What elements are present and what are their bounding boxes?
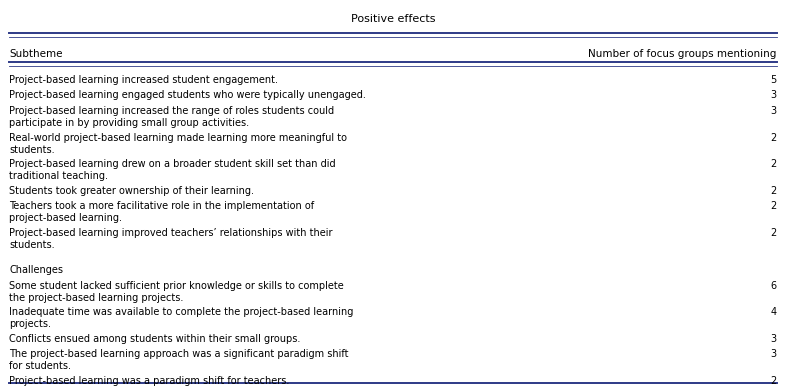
- Text: Conflicts ensued among students within their small groups.: Conflicts ensued among students within t…: [9, 334, 301, 344]
- Text: Project-based learning improved teachers’ relationships with their
students.: Project-based learning improved teachers…: [9, 228, 333, 250]
- Text: Teachers took a more facilitative role in the implementation of
project-based le: Teachers took a more facilitative role i…: [9, 201, 314, 223]
- Text: Number of focus groups mentioning: Number of focus groups mentioning: [588, 49, 777, 59]
- Text: 3: 3: [770, 334, 777, 344]
- Text: Some student lacked sufficient prior knowledge or skills to complete
the project: Some student lacked sufficient prior kno…: [9, 281, 344, 303]
- Text: 5: 5: [770, 75, 777, 85]
- Text: Real-world project-based learning made learning more meaningful to
students.: Real-world project-based learning made l…: [9, 133, 347, 154]
- Text: The project-based learning approach was a significant paradigm shift
for student: The project-based learning approach was …: [9, 349, 349, 371]
- Text: 4: 4: [770, 307, 777, 317]
- Text: 2: 2: [770, 133, 777, 143]
- Text: Project-based learning engaged students who were typically unengaged.: Project-based learning engaged students …: [9, 90, 366, 101]
- Text: Positive effects: Positive effects: [351, 14, 435, 24]
- Text: Students took greater ownership of their learning.: Students took greater ownership of their…: [9, 186, 255, 196]
- Text: Inadequate time was available to complete the project-based learning
projects.: Inadequate time was available to complet…: [9, 307, 354, 329]
- Text: Project-based learning drew on a broader student skill set than did
traditional : Project-based learning drew on a broader…: [9, 159, 336, 181]
- Text: 2: 2: [770, 376, 777, 386]
- Text: 3: 3: [770, 106, 777, 116]
- Text: 2: 2: [770, 228, 777, 238]
- Text: Project-based learning was a paradigm shift for teachers.: Project-based learning was a paradigm sh…: [9, 376, 290, 386]
- Text: Challenges: Challenges: [9, 265, 64, 275]
- Text: 3: 3: [770, 90, 777, 101]
- Text: 3: 3: [770, 349, 777, 360]
- Text: 2: 2: [770, 159, 777, 169]
- Text: 2: 2: [770, 201, 777, 211]
- Text: Project-based learning increased the range of roles students could
participate i: Project-based learning increased the ran…: [9, 106, 335, 128]
- Text: 6: 6: [770, 281, 777, 291]
- Text: Subtheme: Subtheme: [9, 49, 63, 59]
- Text: Project-based learning increased student engagement.: Project-based learning increased student…: [9, 75, 278, 85]
- Text: 2: 2: [770, 186, 777, 196]
